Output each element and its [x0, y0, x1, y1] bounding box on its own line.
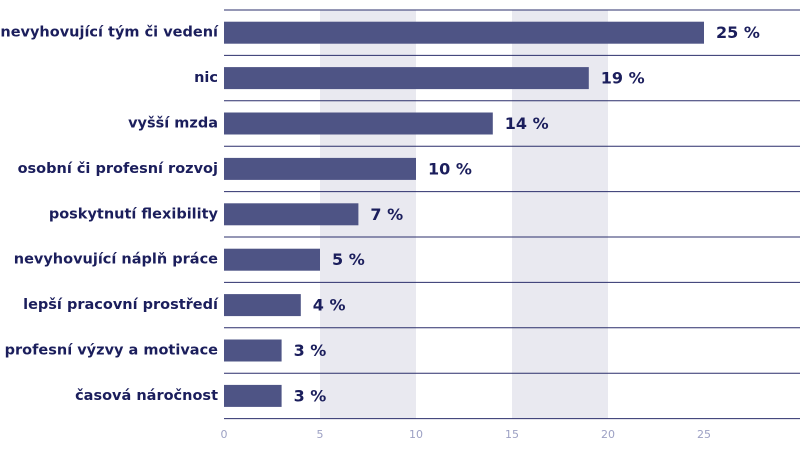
value-label: 3 % [294, 341, 327, 360]
bar [224, 384, 282, 407]
category-label: lepší pracovní prostředí [23, 297, 219, 313]
value-label: 14 % [505, 114, 549, 133]
x-tick-label: 25 [697, 428, 711, 441]
bar [224, 157, 416, 180]
bar [224, 248, 320, 271]
value-label: 3 % [294, 386, 327, 405]
x-tick-label: 5 [317, 428, 324, 441]
category-label: poskytnutí flexibility [49, 206, 219, 222]
category-label: vyšší mzda [128, 116, 218, 132]
category-label: profesní výzvy a motivace [5, 343, 219, 359]
x-tick-label: 10 [409, 428, 423, 441]
x-tick-label: 15 [505, 428, 519, 441]
value-labels: 25 % 19 % 14 % 10 % 7 % 5 % 4 % 3 % 3 % [294, 23, 760, 405]
category-label: osobní či profesní rozvoj [18, 161, 218, 177]
bar [224, 339, 282, 362]
bar [224, 21, 704, 44]
bar [224, 112, 493, 135]
x-axis-ticks: 0 5 10 15 20 25 [221, 428, 712, 441]
category-label: nevyhovující tým či vedení [0, 25, 219, 41]
x-tick-label: 20 [601, 428, 615, 441]
bars [224, 21, 704, 407]
value-label: 25 % [716, 23, 760, 42]
bar [224, 67, 589, 90]
value-label: 10 % [428, 159, 472, 178]
category-label: nic [194, 70, 218, 86]
category-label: nevyhovující náplň práce [14, 252, 218, 268]
value-label: 19 % [601, 69, 645, 88]
x-tick-label: 0 [221, 428, 228, 441]
value-label: 5 % [332, 250, 365, 269]
value-label: 4 % [313, 296, 346, 315]
category-labels: nevyhovující tým či vedení nic vyšší mzda o… [0, 25, 219, 404]
category-label: časová náročnost [75, 388, 218, 404]
value-label: 7 % [370, 205, 403, 224]
bar [224, 203, 359, 226]
row-separators [224, 9, 800, 420]
bar [224, 294, 301, 317]
